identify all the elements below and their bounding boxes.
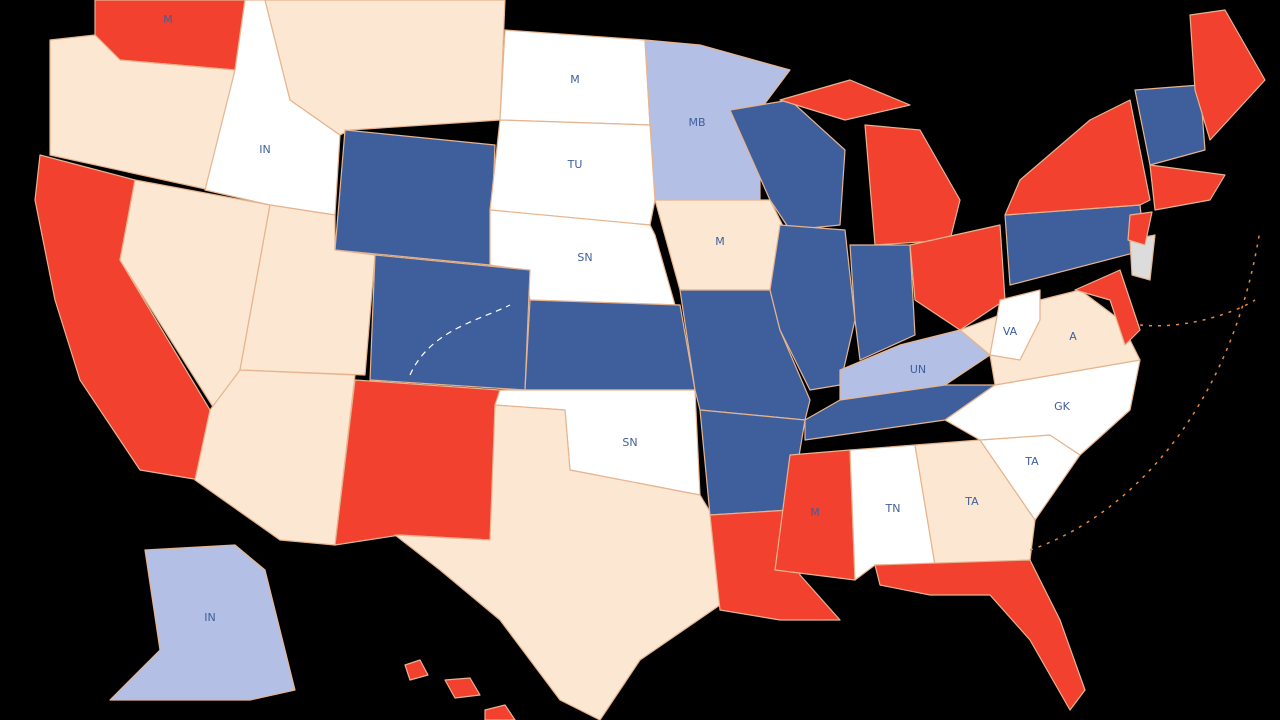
state-label: M <box>715 235 725 248</box>
state-label: RB <box>407 193 422 206</box>
state-label: TA <box>964 495 979 508</box>
state-label: MB <box>734 343 751 356</box>
state <box>444 677 481 699</box>
state-label: NB <box>884 408 900 421</box>
state <box>864 124 961 246</box>
state-label: MA <box>736 454 753 467</box>
state-label: M <box>810 506 820 519</box>
labels: M IN RB M TU SN MB U M MI MB MI NB MB UN… <box>163 13 1080 624</box>
state <box>109 544 296 701</box>
state <box>989 289 1041 361</box>
route-line <box>409 304 511 376</box>
state-label: M <box>570 73 580 86</box>
state <box>769 224 856 391</box>
state <box>404 659 429 681</box>
state-label: MB <box>1063 236 1080 249</box>
state <box>914 439 1036 566</box>
state <box>909 224 1006 331</box>
state-label: TU <box>567 158 583 171</box>
state <box>1134 84 1206 166</box>
state-label: NB <box>877 293 893 306</box>
state-label: TN <box>885 502 901 515</box>
state <box>1149 164 1226 211</box>
state <box>489 119 656 226</box>
state <box>779 79 911 121</box>
state-label: MI <box>809 291 822 304</box>
state <box>874 559 1086 711</box>
state-label: SN <box>622 436 637 449</box>
state-label: M <box>163 13 173 26</box>
state-label: A <box>1069 330 1077 343</box>
state <box>1189 9 1266 141</box>
state-label: MI <box>601 343 614 356</box>
state-label: UN <box>910 363 926 376</box>
state-label: TA <box>1024 455 1039 468</box>
state <box>1074 269 1141 346</box>
state-label: U <box>786 161 794 174</box>
state <box>194 369 356 546</box>
states <box>34 0 1266 720</box>
state-label: SN <box>577 251 592 264</box>
state-label: GK <box>1054 400 1071 413</box>
state <box>369 254 531 391</box>
state <box>849 244 916 361</box>
state <box>1004 99 1151 216</box>
state-label: VA <box>1003 325 1018 338</box>
state <box>484 704 516 720</box>
route-line <box>1029 229 1261 551</box>
state <box>394 404 721 720</box>
state-label: IN <box>259 143 270 156</box>
route-line <box>1139 299 1256 327</box>
state-label: IN <box>204 611 215 624</box>
state-label: MB <box>688 116 705 129</box>
state <box>334 379 501 546</box>
state <box>1127 211 1153 246</box>
